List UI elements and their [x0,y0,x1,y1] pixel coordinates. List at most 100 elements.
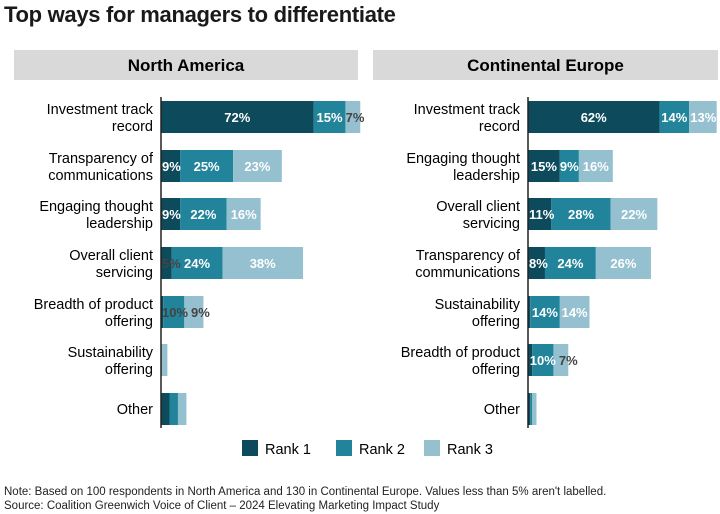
data-label: 15% [531,159,557,174]
bar-segment-rank-3 [345,101,361,133]
category-label: servicing [463,216,520,232]
data-label: 9% [162,207,181,222]
bar-segment-rank-2 [551,198,611,230]
category-label: Overall client [436,199,520,215]
bar-segment-rank-2 [544,247,596,279]
bar-segment-rank-2 [180,198,227,230]
bar-segment-rank-2 [169,393,178,425]
data-label: 24% [557,256,583,271]
category-label: communications [415,265,520,281]
data-label: 7% [559,353,578,368]
data-label: 16% [583,159,609,174]
data-label: 22% [190,207,216,222]
legend-label: Rank 1 [265,442,311,458]
bar-segment-rank-3 [578,150,613,182]
bar-segment-rank-3 [161,344,168,376]
bar-segment-rank-1 [161,150,181,182]
category-label: leadership [453,168,520,184]
bar-segment-rank-3 [233,150,282,182]
category-label: offering [105,362,153,378]
data-label: 7% [346,110,365,125]
data-label: 8% [529,256,548,271]
data-label: 14% [532,305,558,320]
bar-segment-rank-1 [528,150,560,182]
bar-segment-rank-1 [161,101,314,133]
category-label: record [479,119,520,135]
data-label: 5% [162,256,181,271]
data-label: 38% [250,256,276,271]
panel-header [14,50,358,80]
category-label: offering [472,362,520,378]
panel-title: Continental Europe [467,56,624,75]
bar-segment-rank-2 [163,296,185,328]
category-label: Transparency of [416,248,521,264]
category-label: Transparency of [49,151,154,167]
data-label: 24% [184,256,210,271]
category-label: Overall client [69,248,153,264]
data-label: 14% [562,305,588,320]
data-label: 22% [621,207,647,222]
category-label: Sustainability [68,345,154,361]
source-text: Source: Coalition Greenwich Voice of Cli… [4,500,440,512]
bar-segment-rank-1 [528,296,531,328]
data-label: 9% [560,159,579,174]
bar-segment-rank-1 [528,198,552,230]
bar-segment-rank-2 [559,150,579,182]
bar-segment-rank-3 [222,247,304,279]
bar-segment-rank-3 [184,296,204,328]
data-label: 10% [162,305,188,320]
data-label: 28% [568,207,594,222]
bar-segment-rank-2 [180,150,234,182]
bar-segment-rank-1 [161,296,164,328]
category-label: leadership [86,216,153,232]
bar-segment-rank-3 [532,393,537,425]
legend-swatch [336,440,352,456]
bar-segment-rank-3 [689,101,717,133]
legend-label: Rank 2 [359,442,405,458]
data-label: 16% [231,207,257,222]
data-label: 9% [191,305,210,320]
category-label: Breadth of product [34,297,153,313]
footnote: Note: Based on 100 respondents in North … [4,485,606,513]
bar-segment-rank-2 [313,101,346,133]
category-label: record [112,119,153,135]
data-label: 26% [610,256,636,271]
bar-segment-rank-2 [530,393,533,425]
data-label: 15% [317,110,343,125]
bar-segment-rank-3 [553,344,569,376]
data-label: 25% [194,159,220,174]
legend-swatch [242,440,258,456]
bar-segment-rank-1 [528,344,533,376]
category-label: Investment track [414,102,521,118]
bar-segment-rank-3 [177,393,187,425]
legend-swatch [424,440,440,456]
bar-segment-rank-2 [530,296,560,328]
category-label: offering [472,314,520,330]
data-label: 11% [529,207,555,222]
data-label: 62% [581,110,607,125]
chart-title: Top ways for managers to differentiate [4,2,396,27]
data-label: 13% [690,110,716,125]
bar-segment-rank-1 [528,393,531,425]
panel-header [373,50,718,80]
note-text: Note: Based on 100 respondents in North … [4,486,607,498]
data-label: 72% [224,110,250,125]
bar-segment-rank-1 [528,247,545,279]
data-label: 9% [162,159,181,174]
category-label: Engaging thought [406,151,520,167]
data-label: 14% [661,110,687,125]
category-label: servicing [96,265,153,281]
category-label: communications [48,168,153,184]
bar-segment-rank-1 [528,101,660,133]
data-label: 23% [244,159,270,174]
bar-segment-rank-1 [161,247,172,279]
legend-label: Rank 3 [447,442,493,458]
category-label: Investment track [47,102,154,118]
bar-segment-rank-2 [659,101,690,133]
bar-segment-rank-3 [226,198,261,230]
category-label: Engaging thought [39,199,153,215]
panel-title: North America [128,56,245,75]
data-label: 10% [530,353,556,368]
category-label: Other [117,402,153,418]
